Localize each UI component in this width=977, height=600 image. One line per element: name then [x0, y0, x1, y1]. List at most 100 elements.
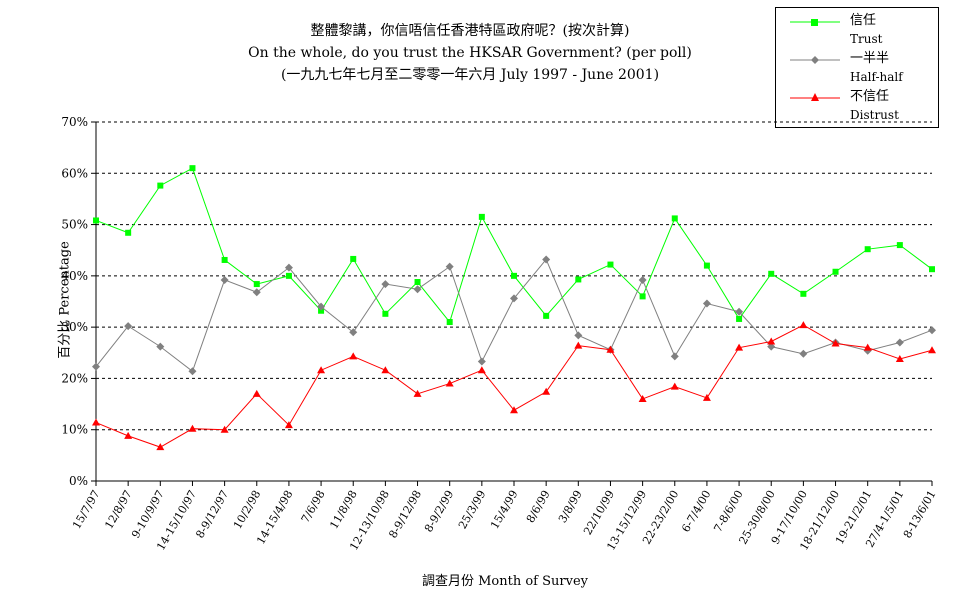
data-point	[124, 322, 133, 331]
x-tick-label: 7-8/6/00	[711, 488, 745, 534]
data-point	[639, 293, 646, 300]
data-point	[445, 379, 454, 387]
data-point	[220, 425, 229, 433]
data-point	[542, 255, 551, 264]
data-point	[831, 339, 840, 347]
legend-item-trust: 信任 Trust	[776, 12, 938, 50]
data-point	[896, 242, 903, 249]
data-point	[252, 288, 261, 297]
data-point	[638, 275, 647, 284]
data-point	[92, 362, 100, 371]
data-point	[574, 341, 583, 349]
data-point	[93, 217, 99, 224]
data-point	[736, 315, 743, 322]
data-point	[125, 229, 132, 236]
y-axis-tick-labels: 0% 10% 20% 30% 40% 50% 60% 70%	[61, 115, 88, 488]
legend-label-trust: 信任	[850, 13, 877, 28]
x-tick-label: 12/8/97	[102, 488, 134, 531]
data-point	[670, 352, 679, 361]
x-tick-label: 8-13/6/01	[901, 488, 939, 541]
data-point	[92, 418, 100, 426]
chart-title-block: 整體黎講，你信唔信任香港特區政府呢？(按次計算) On the whole, d…	[190, 20, 750, 86]
legend-item-half-half: 一半半 Half-half	[776, 50, 938, 88]
data-point	[318, 307, 325, 314]
data-point	[510, 406, 518, 414]
data-point	[735, 307, 744, 316]
data-point	[606, 345, 615, 353]
data-point	[317, 366, 326, 374]
data-point	[543, 312, 550, 319]
data-point	[928, 326, 936, 335]
x-tick-label: 10/2/98	[231, 488, 263, 531]
data-point	[349, 352, 358, 360]
data-point	[670, 382, 679, 390]
data-point	[414, 279, 421, 286]
data-point	[735, 343, 744, 351]
data-point	[638, 394, 647, 402]
x-tick-label: 8/6/99	[524, 488, 553, 525]
chart-date-range: (一九九七年七月至二零零一年六月 July 1997 - June 2001)	[280, 67, 660, 83]
data-point	[542, 387, 551, 395]
data-point	[799, 321, 808, 329]
x-tick-label: 7/6/98	[299, 488, 328, 525]
y-tick-label: 20%	[61, 371, 88, 385]
data-point	[607, 261, 614, 268]
data-point	[317, 302, 326, 311]
data-point	[863, 343, 872, 351]
y-tick-label: 70%	[61, 115, 88, 129]
gridlines	[96, 121, 932, 431]
legend-swatch-distrust	[790, 93, 840, 101]
data-point	[284, 263, 293, 272]
data-point	[929, 266, 935, 273]
data-point	[381, 366, 390, 374]
y-tick-label: 30%	[61, 320, 88, 334]
x-tick-label: 15/4/99	[488, 488, 520, 531]
data-point	[702, 393, 711, 401]
data-point	[382, 310, 389, 317]
x-axis-title: 調查月份 Month of Survey	[422, 574, 589, 589]
series-lines	[92, 165, 936, 451]
x-tick-label: 8-9/12/98	[386, 488, 424, 541]
y-tick-label: 60%	[61, 166, 88, 180]
data-point	[928, 346, 936, 354]
data-point	[157, 182, 164, 189]
data-point	[477, 366, 486, 374]
data-point	[702, 299, 711, 308]
data-point	[477, 357, 486, 366]
y-tick-label: 10%	[61, 423, 88, 437]
data-point	[156, 342, 165, 351]
y-tick-label: 0%	[69, 474, 88, 488]
data-point	[767, 337, 776, 345]
data-point	[510, 294, 518, 303]
data-point	[221, 256, 228, 263]
data-point	[252, 389, 261, 397]
y-tick-label: 40%	[61, 269, 88, 283]
x-tick-label: 11/8/98	[327, 488, 359, 531]
data-point	[511, 272, 517, 279]
data-point	[156, 443, 165, 451]
chart-legend: 信任 Trust 一半半 Half-half 不信任 Distrust	[775, 7, 939, 128]
data-point	[381, 280, 390, 289]
chart-title: 整體黎講，你信唔信任香港特區政府呢？(按次計算)	[310, 23, 630, 39]
data-point	[800, 290, 807, 297]
data-point	[671, 215, 678, 222]
data-point	[285, 272, 292, 279]
data-point	[895, 354, 904, 362]
legend-sublabel-trust: Trust	[850, 32, 883, 46]
x-tick-label: 8-9/2/99	[422, 488, 456, 534]
data-point	[349, 328, 358, 337]
legend-label-distrust: 不信任	[850, 89, 890, 104]
data-point	[864, 246, 871, 253]
data-point	[253, 281, 260, 288]
chart-subtitle: On the whole, do you trust the HKSAR Gov…	[248, 45, 692, 61]
y-tick-label: 50%	[61, 218, 88, 232]
data-point	[445, 262, 454, 271]
data-point	[446, 319, 453, 326]
legend-swatch-half-half	[790, 56, 840, 64]
x-tick-label: 6-7/4/00	[679, 488, 713, 534]
data-point	[413, 285, 422, 294]
x-tick-label: 25/3/99	[456, 488, 488, 531]
x-tick-label: 8-9/12/97	[193, 488, 231, 541]
x-tick-label: 3/8/99	[556, 488, 585, 525]
